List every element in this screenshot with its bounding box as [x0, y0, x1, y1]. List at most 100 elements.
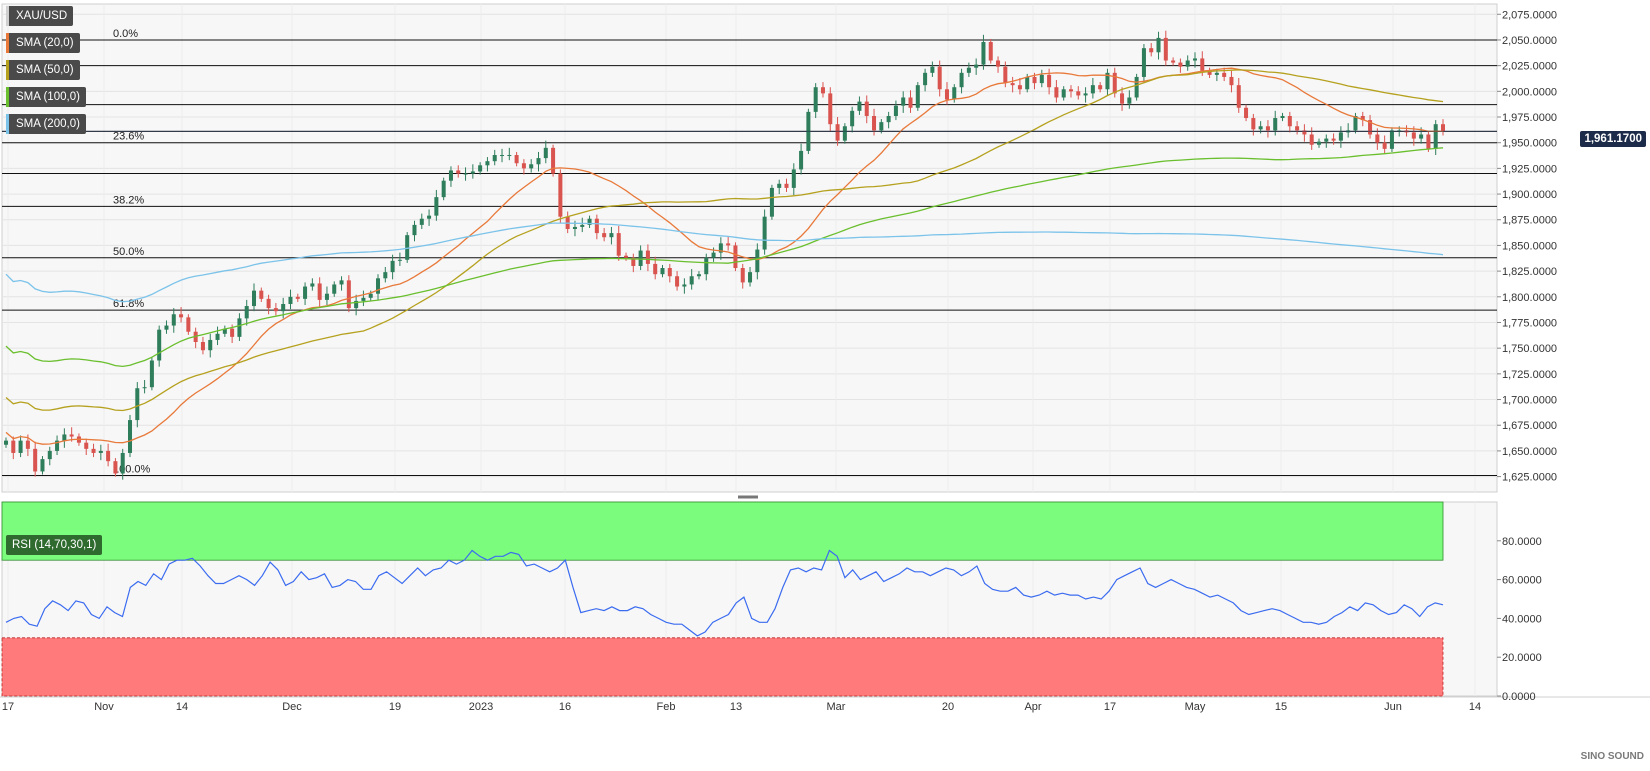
candle-body — [157, 329, 162, 361]
candle-body — [18, 440, 23, 453]
legend-sma50[interactable]: SMA (50,0) — [6, 60, 80, 80]
candle-body — [755, 249, 760, 273]
candle-body — [653, 263, 658, 275]
candle-body — [427, 215, 432, 219]
legend-sma100[interactable]: SMA (100,0) — [6, 87, 86, 107]
sma-200-line — [5, 222, 1444, 303]
candle-body — [616, 233, 621, 256]
candle-body — [791, 169, 796, 188]
candle-body — [1061, 89, 1066, 98]
candle-body — [594, 218, 599, 234]
candle-body — [1397, 130, 1402, 132]
candle-body — [3, 440, 9, 445]
sma-20-line — [5, 67, 1444, 445]
price-tick-label: 1,675.0000 — [1502, 420, 1557, 432]
sma-50-line — [5, 69, 1444, 412]
candle-body — [872, 115, 877, 131]
candle-body — [1236, 85, 1241, 108]
candle-body — [1280, 115, 1285, 119]
candle-body — [1090, 85, 1095, 94]
candle-body — [142, 387, 147, 389]
time-tick-label: 16 — [559, 701, 571, 713]
candle-body — [740, 268, 745, 283]
watermark: SINO SOUND — [1580, 751, 1644, 762]
candle-body — [842, 126, 847, 141]
rsi-overbought-zone — [1, 501, 1444, 561]
price-tick-label: 1,925.0000 — [1502, 163, 1557, 175]
time-tick-label: 14 — [176, 701, 188, 713]
legend-sma200-label: SMA (200,0) — [16, 118, 80, 130]
candle-body — [1368, 120, 1373, 135]
candle-body — [1068, 89, 1073, 92]
candle-body — [310, 283, 315, 287]
candle-body — [288, 296, 293, 304]
candle-body — [91, 448, 96, 453]
candle-body — [200, 342, 205, 351]
price-tick-label: 1,900.0000 — [1502, 189, 1557, 201]
candle-body — [295, 296, 300, 299]
candle-body — [813, 87, 818, 112]
legend-sma100-label: SMA (100,0) — [16, 91, 80, 103]
candle-body — [113, 461, 118, 474]
candle-body — [675, 276, 680, 287]
rsi-tick-label: 40.0000 — [1502, 613, 1542, 625]
candle-body — [339, 280, 344, 285]
candle-body — [354, 300, 359, 309]
candle-body — [733, 245, 738, 269]
candle-body — [230, 328, 235, 337]
candle-body — [346, 280, 351, 309]
candle-body — [1273, 118, 1278, 131]
candle-body — [952, 87, 957, 100]
candle-body — [762, 216, 767, 250]
price-tick-label: 1,975.0000 — [1502, 112, 1557, 124]
candle-body — [638, 250, 643, 266]
time-tick-label: 15 — [1275, 701, 1287, 713]
legend-swatch — [6, 60, 9, 80]
candle-body — [572, 226, 577, 229]
candle-body — [1127, 97, 1132, 104]
candle-body — [828, 93, 833, 125]
candle-body — [332, 284, 337, 294]
legend-symbol[interactable]: XAU/USD — [6, 6, 74, 26]
candle-body — [1010, 83, 1015, 86]
candle-body — [879, 122, 884, 131]
candle-body — [441, 180, 446, 198]
candle-body — [908, 97, 913, 108]
candle-body — [1258, 126, 1263, 130]
candle-body — [281, 303, 286, 312]
candle-body — [135, 388, 140, 421]
candle-body — [930, 66, 935, 73]
candle-body — [580, 224, 585, 227]
candle-body — [857, 101, 862, 111]
candle-body — [1200, 58, 1205, 71]
candle-body — [901, 97, 906, 106]
legend-swatch — [6, 114, 9, 134]
price-tick-label: 2,075.0000 — [1502, 9, 1557, 21]
candle-body — [1163, 37, 1168, 61]
price-tick-label: 1,875.0000 — [1502, 215, 1557, 227]
time-tick-label: 14 — [1469, 701, 1481, 713]
sma-100-line — [5, 147, 1444, 368]
candle-body — [11, 440, 16, 453]
candle-body — [820, 87, 825, 94]
candle-body — [1178, 62, 1183, 67]
price-tick-label: 1,800.0000 — [1502, 292, 1557, 304]
legend-sma200[interactable]: SMA (200,0) — [6, 114, 86, 134]
candle-body — [361, 297, 366, 301]
candle-body — [1025, 76, 1030, 90]
legend-sma20[interactable]: SMA (20,0) — [6, 33, 80, 53]
candle-body — [33, 448, 38, 472]
candle-body — [1156, 37, 1161, 53]
fibonacci-label: 0.0% — [113, 28, 138, 40]
candle-body — [689, 276, 694, 285]
candle-body — [149, 360, 154, 388]
candle-body — [1098, 85, 1103, 90]
candle-body — [1076, 91, 1081, 96]
candle-body — [1353, 115, 1358, 131]
candle-body — [777, 183, 782, 188]
legend-rsi[interactable]: RSI (14,70,30,1) — [6, 535, 103, 555]
price-tick-label: 2,050.0000 — [1502, 35, 1557, 47]
candle-body — [718, 243, 723, 253]
candle-body — [507, 155, 512, 157]
